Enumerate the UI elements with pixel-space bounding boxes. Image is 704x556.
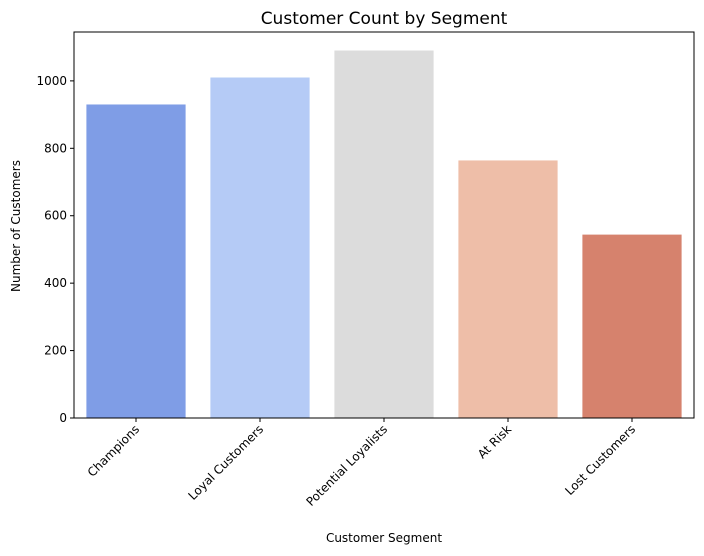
x-tick-label: At Risk <box>475 422 514 461</box>
bar-champions <box>86 104 186 418</box>
y-tick-label: 1000 <box>36 74 67 88</box>
plot-frame <box>73 31 695 419</box>
x-tick-label: Champions <box>85 422 142 479</box>
x-tick-label: Potential Loyalists <box>303 422 390 509</box>
y-tick-label: 600 <box>44 209 67 223</box>
y-axis-label: Number of Customers <box>9 160 23 292</box>
bar-at-risk <box>458 160 558 418</box>
y-tick-label: 800 <box>44 141 67 155</box>
x-axis-ticks: Champions Loyal Customers Potential Loyali… <box>85 418 638 509</box>
y-tick-label: 0 <box>59 411 67 425</box>
y-tick-label: 200 <box>44 344 67 358</box>
chart-title: Customer Count by Segment <box>261 9 508 29</box>
x-tick-label: Loyal Customers <box>186 422 267 503</box>
bar-potential-loyalists <box>334 50 434 419</box>
y-tick-label: 400 <box>44 276 67 290</box>
bar-lost-customers <box>582 234 682 418</box>
bar-loyal-customers <box>210 77 310 418</box>
y-axis-ticks: 0 200 400 600 800 1000 <box>36 74 74 425</box>
bars-group <box>86 50 682 419</box>
x-axis-label: Customer Segment <box>326 531 442 545</box>
x-tick-label: Lost Customers <box>562 422 638 498</box>
